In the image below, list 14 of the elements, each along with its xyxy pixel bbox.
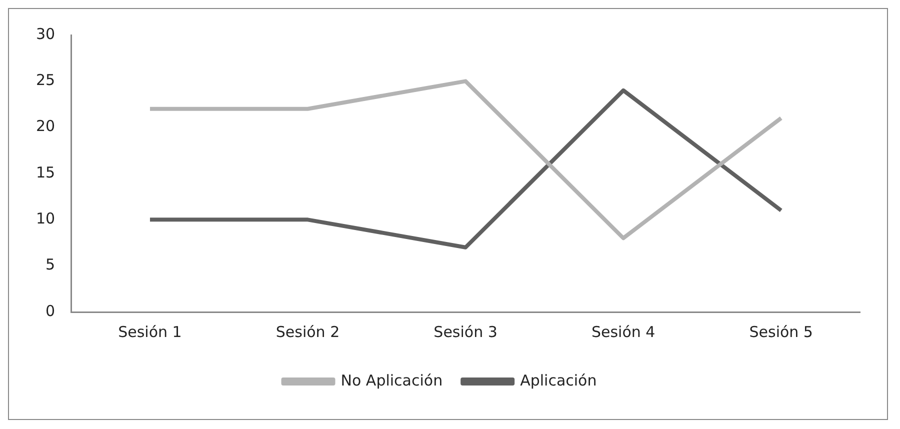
x-tick-label: Sesión 2 bbox=[276, 322, 340, 341]
x-tick-label: Sesión 3 bbox=[434, 322, 498, 341]
legend-label: No Aplicación bbox=[340, 371, 443, 390]
y-tick-label: 10 bbox=[36, 210, 56, 228]
y-tick-label: 25 bbox=[36, 71, 56, 90]
y-tick-label: 30 bbox=[36, 24, 56, 43]
y-tick-label: 0 bbox=[46, 302, 56, 320]
y-tick-label: 5 bbox=[46, 256, 56, 274]
x-tick-label: Sesión 5 bbox=[749, 322, 813, 341]
x-tick-label: Sesión 1 bbox=[118, 322, 182, 341]
y-tick-label: 15 bbox=[36, 163, 56, 182]
x-tick-label: Sesión 4 bbox=[591, 322, 656, 341]
legend-label: Aplicación bbox=[520, 371, 597, 390]
y-tick-label: 20 bbox=[36, 117, 56, 136]
